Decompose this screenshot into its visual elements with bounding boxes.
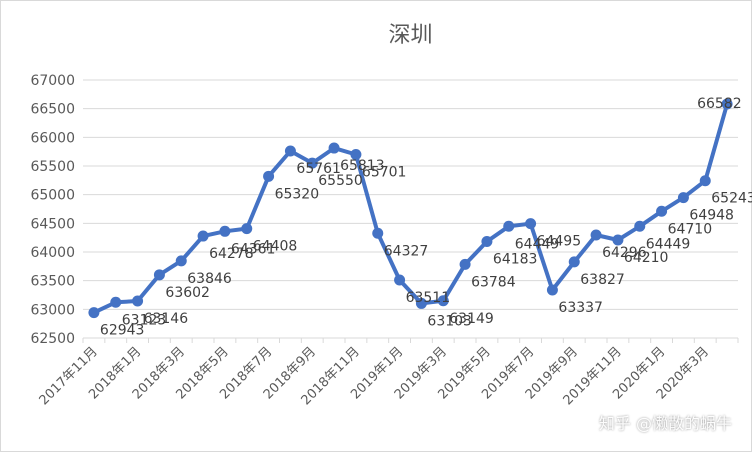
data-label: 63149 xyxy=(449,311,494,327)
data-point xyxy=(219,225,231,237)
data-label: 64710 xyxy=(668,221,713,237)
data-label: 65243 xyxy=(711,191,752,207)
data-point xyxy=(699,175,711,187)
data-point xyxy=(612,234,624,246)
data-point xyxy=(372,227,384,239)
data-point xyxy=(328,142,340,154)
data-point xyxy=(394,274,406,286)
y-tick-label: 65500 xyxy=(30,159,75,175)
data-label: 64327 xyxy=(384,243,429,259)
data-label: 65320 xyxy=(275,186,320,202)
data-label: 63784 xyxy=(471,274,516,290)
data-label: 63602 xyxy=(165,285,210,301)
data-label: 64449 xyxy=(646,236,691,252)
data-point xyxy=(175,255,187,267)
data-point xyxy=(110,296,122,308)
data-label: 66582 xyxy=(697,96,742,112)
data-label: 64408 xyxy=(253,239,298,255)
data-label: 64296 xyxy=(602,245,647,261)
data-point xyxy=(503,220,515,232)
chart-title: 深圳 xyxy=(388,23,432,48)
data-label: 63337 xyxy=(558,300,603,316)
data-point xyxy=(590,229,602,241)
data-point xyxy=(546,284,558,296)
x-tick-label: 2017年11月 xyxy=(37,344,101,408)
data-point xyxy=(153,269,165,281)
data-point xyxy=(634,220,646,232)
data-label: 63146 xyxy=(144,311,189,327)
data-label: 64183 xyxy=(493,252,538,268)
data-point xyxy=(197,230,209,242)
data-point xyxy=(481,236,493,248)
data-point xyxy=(568,256,580,268)
data-label: 64361 xyxy=(231,241,276,257)
y-tick-label: 65000 xyxy=(30,188,75,204)
watermark: 知乎 @懒散的蜗牛 xyxy=(598,414,732,433)
data-point xyxy=(263,170,275,182)
data-label: 62943 xyxy=(100,323,145,339)
data-label: 65701 xyxy=(362,164,407,180)
data-point xyxy=(525,218,537,230)
data-label: 64449 xyxy=(515,236,560,252)
data-point xyxy=(415,297,427,309)
data-label: 63103 xyxy=(427,313,472,329)
y-tick-label: 64000 xyxy=(30,245,75,261)
data-point xyxy=(656,205,668,217)
data-label: 65761 xyxy=(296,161,341,177)
data-label: 63123 xyxy=(122,312,167,328)
data-point xyxy=(88,307,100,319)
y-tick-label: 62500 xyxy=(30,331,75,347)
data-label: 64495 xyxy=(537,234,582,250)
y-tick-label: 67000 xyxy=(30,73,75,89)
data-point xyxy=(306,157,318,169)
data-point xyxy=(284,145,296,157)
data-point xyxy=(350,148,362,160)
data-label: 65813 xyxy=(340,158,385,174)
data-point xyxy=(437,295,449,307)
y-tick-label: 63500 xyxy=(30,274,75,290)
data-label: 65550 xyxy=(318,173,363,189)
data-label: 63827 xyxy=(580,272,625,288)
data-point xyxy=(132,295,144,307)
data-point xyxy=(241,223,253,235)
data-label: 63846 xyxy=(187,271,232,287)
data-label: 64278 xyxy=(209,246,254,262)
data-label: 64948 xyxy=(689,208,734,224)
y-tick-label: 66000 xyxy=(30,130,75,146)
data-label: 64210 xyxy=(624,250,669,266)
y-tick-label: 66500 xyxy=(30,102,75,118)
y-tick-label: 64500 xyxy=(30,216,75,232)
data-point xyxy=(721,98,733,110)
data-label: 63511 xyxy=(406,290,451,306)
data-point xyxy=(677,192,689,204)
data-point xyxy=(459,258,471,270)
y-tick-label: 63000 xyxy=(30,302,75,318)
